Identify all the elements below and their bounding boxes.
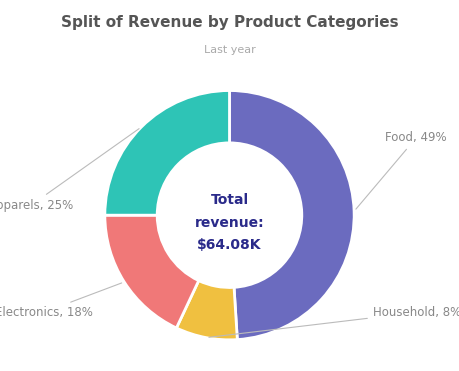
Text: Last year: Last year — [204, 45, 255, 55]
Wedge shape — [176, 280, 237, 340]
Wedge shape — [105, 91, 230, 215]
Wedge shape — [230, 91, 354, 339]
Text: Split of Revenue by Product Categories: Split of Revenue by Product Categories — [61, 15, 398, 30]
Text: Total: Total — [210, 193, 249, 207]
Wedge shape — [105, 215, 199, 328]
Text: Electronics, 18%: Electronics, 18% — [0, 283, 122, 319]
Text: revenue:: revenue: — [195, 216, 264, 230]
Text: Food, 49%: Food, 49% — [356, 131, 447, 209]
Text: $64.08K: $64.08K — [197, 238, 262, 252]
Text: Household, 8%: Household, 8% — [209, 306, 459, 337]
Text: Apparels, 25%: Apparels, 25% — [0, 129, 139, 212]
